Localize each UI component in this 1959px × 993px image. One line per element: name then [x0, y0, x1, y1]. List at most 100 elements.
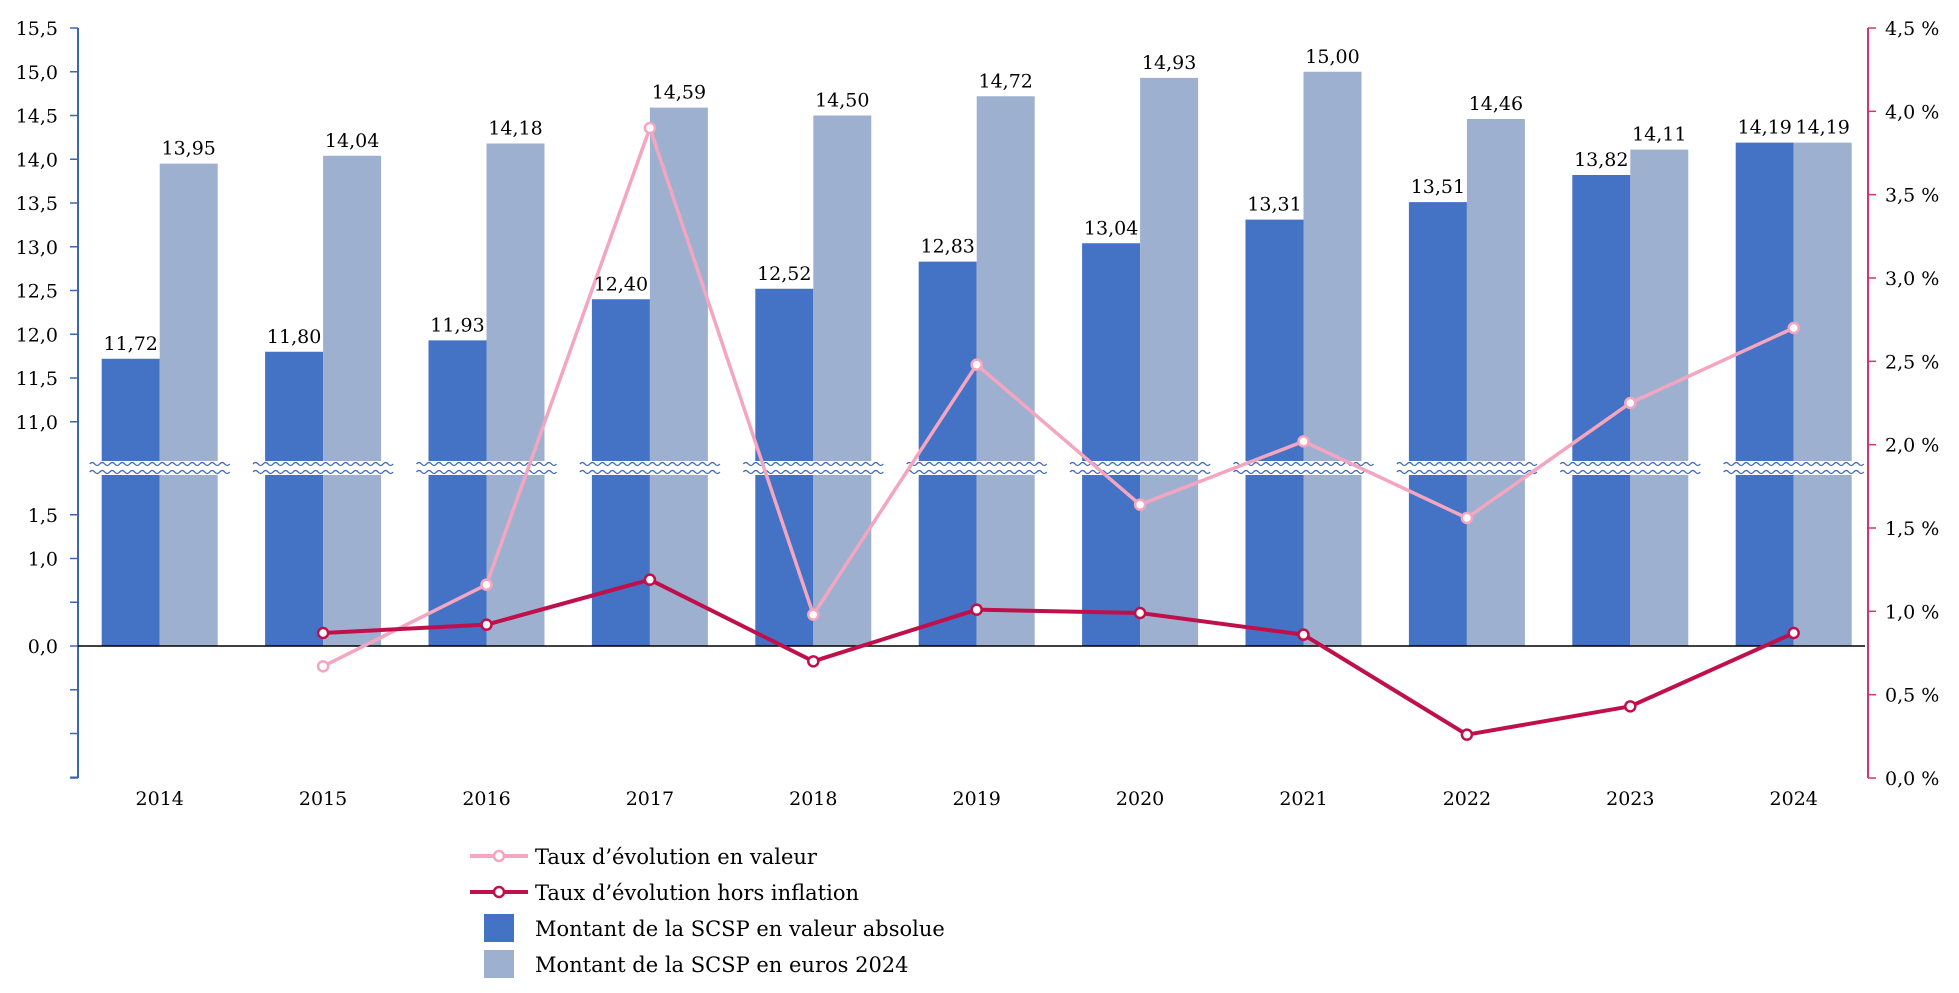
- point-hors-inflation: [643, 573, 657, 586]
- break-wave-2024-1: [1723, 469, 1865, 475]
- legend-label: Montant de la SCSP en euros 2024: [535, 953, 909, 977]
- right-tick-label: 1,5 %: [1885, 518, 1939, 540]
- break-wave-2018-1: [742, 469, 884, 475]
- point-valeur: [970, 358, 983, 371]
- legend-label: Montant de la SCSP en valeur absolue: [535, 917, 945, 941]
- data-label-valeur-absolue-2018: 12,52: [757, 263, 811, 285]
- legend-swatch-bar: [484, 914, 514, 942]
- bar-euros-2024-2020: [1140, 77, 1199, 646]
- break-wave-2022-0: [1396, 461, 1538, 467]
- data-label-valeur-absolue-2017: 12,40: [594, 273, 648, 295]
- right-axis: 4,5 % 4,0 % 3,5 % 3,0 % 2,5 % 2,0 % 1,5 % 1,0 %…: [1867, 18, 1939, 790]
- left-tick-label: 13,5: [16, 193, 58, 215]
- point-valeur: [1624, 396, 1637, 410]
- x-tick-label-2017: 2017: [626, 788, 674, 810]
- bar-valeur-absolue-2016: [428, 340, 487, 646]
- point-hors-inflation: [1624, 700, 1637, 713]
- data-label-euros-2024-2018: 14,50: [815, 90, 869, 112]
- bar-euros-2024-2016: [486, 143, 545, 646]
- left-tick-label: 15,5: [16, 18, 58, 40]
- x-axis: 2014 2015 2016 2017 2018 2019 2020 2021 2022 2023…: [78, 645, 1865, 810]
- bar-valeur-absolue-2015: [265, 351, 324, 646]
- right-tick-label: 2,0 %: [1885, 435, 1939, 457]
- break-wave-2014-0: [89, 461, 231, 467]
- bar-valeur-absolue-2021: [1245, 219, 1304, 646]
- bar-valeur-absolue-2022: [1408, 202, 1467, 646]
- x-tick-label-2019: 2019: [953, 788, 1001, 810]
- data-label-euros-2024-2021: 15,00: [1305, 46, 1359, 68]
- axis-break-marks: [79, 461, 1865, 475]
- bar-euros-2024-2017: [649, 107, 708, 646]
- x-tick-label-2018: 2018: [789, 788, 837, 810]
- break-wave-2019-0: [906, 461, 1048, 467]
- data-label-valeur-absolue-2021: 13,31: [1247, 194, 1301, 216]
- x-tick-label-2015: 2015: [299, 788, 347, 810]
- break-wave-2023-1: [1559, 469, 1701, 475]
- right-tick-label: 0,0 %: [1885, 768, 1939, 790]
- break-wave-2023-0: [1559, 461, 1701, 467]
- left-tick-label: 1,0: [28, 549, 58, 571]
- left-tick-label: 12,0: [16, 324, 58, 346]
- point-hors-inflation: [807, 655, 820, 668]
- lines: [316, 121, 1800, 741]
- break-wave-2022-1: [1396, 469, 1538, 475]
- break-wave-2018-0: [742, 461, 884, 467]
- point-hors-inflation: [1460, 728, 1474, 741]
- point-hors-inflation: [1787, 626, 1800, 640]
- break-wave-2015-0: [252, 461, 394, 467]
- legend-swatch-bar: [484, 950, 514, 978]
- break-wave-2017-0: [579, 461, 721, 467]
- data-label-euros-2024-2022: 14,46: [1469, 93, 1523, 115]
- bar-euros-2024-2024: [1793, 142, 1852, 646]
- break-wave-2016-0: [416, 461, 557, 467]
- point-valeur: [316, 660, 330, 673]
- data-label-euros-2024-2023: 14,11: [1632, 124, 1686, 146]
- data-label-valeur-absolue-2020: 13,04: [1084, 217, 1138, 239]
- bar-euros-2024-2021: [1303, 71, 1362, 646]
- data-label-euros-2024-2019: 14,72: [978, 70, 1032, 92]
- point-valeur: [1133, 498, 1147, 511]
- data-label-euros-2024-2016: 14,18: [488, 118, 542, 140]
- left-tick-label: 1,5: [28, 505, 58, 527]
- x-tick-label-2014: 2014: [136, 788, 184, 810]
- left-tick-label: 12,5: [16, 281, 58, 303]
- break-wave-2016-1: [416, 469, 557, 475]
- point-valeur: [1460, 511, 1474, 525]
- data-label-euros-2024-2014: 13,95: [161, 138, 215, 160]
- bar-euros-2024-2014: [159, 163, 218, 646]
- point-valeur: [807, 608, 820, 621]
- right-tick-label: 3,0 %: [1885, 268, 1939, 290]
- data-label-valeur-absolue-2022: 13,51: [1411, 176, 1465, 198]
- break-wave-2015-1: [252, 469, 394, 475]
- break-wave-2017-1: [579, 469, 721, 475]
- break-wave-2019-1: [906, 469, 1048, 475]
- legend-swatch-marker: [492, 849, 506, 863]
- left-tick-label: 11,0: [16, 412, 58, 434]
- point-hors-inflation: [480, 618, 493, 631]
- break-wave-2014-1: [89, 469, 231, 475]
- data-label-euros-2024-2015: 14,04: [325, 130, 379, 152]
- break-wave-2020-1: [1069, 469, 1211, 475]
- break-wave-2024-0: [1723, 461, 1865, 467]
- break-wave-2021-1: [1233, 469, 1374, 475]
- bar-valeur-absolue-2020: [1082, 243, 1141, 646]
- data-label-valeur-absolue-2016: 11,93: [430, 314, 484, 336]
- data-label-euros-2024-2020: 14,93: [1142, 52, 1196, 74]
- bar-valeur-absolue-2014: [101, 358, 160, 646]
- right-tick-label: 2,5 %: [1885, 351, 1939, 373]
- right-tick-label: 1,0 %: [1885, 601, 1939, 623]
- left-tick-label: 14,5: [16, 106, 58, 128]
- x-tick-label-2022: 2022: [1443, 788, 1491, 810]
- point-valeur: [643, 121, 657, 135]
- point-valeur: [480, 578, 493, 591]
- left-tick-label: 14,0: [16, 149, 58, 171]
- left-tick-label: 15,0: [16, 62, 58, 84]
- right-tick-label: 4,0 %: [1885, 101, 1939, 123]
- legend: Taux d’évolution en valeur Taux d’évoluti…: [470, 845, 945, 978]
- bar-euros-2024-2015: [323, 155, 382, 646]
- x-tick-label-2020: 2020: [1116, 788, 1164, 810]
- data-label-euros-2024-2024: 14,19: [1795, 117, 1849, 139]
- left-tick-label: 11,5: [16, 368, 58, 390]
- right-tick-label: 3,5 %: [1885, 185, 1939, 207]
